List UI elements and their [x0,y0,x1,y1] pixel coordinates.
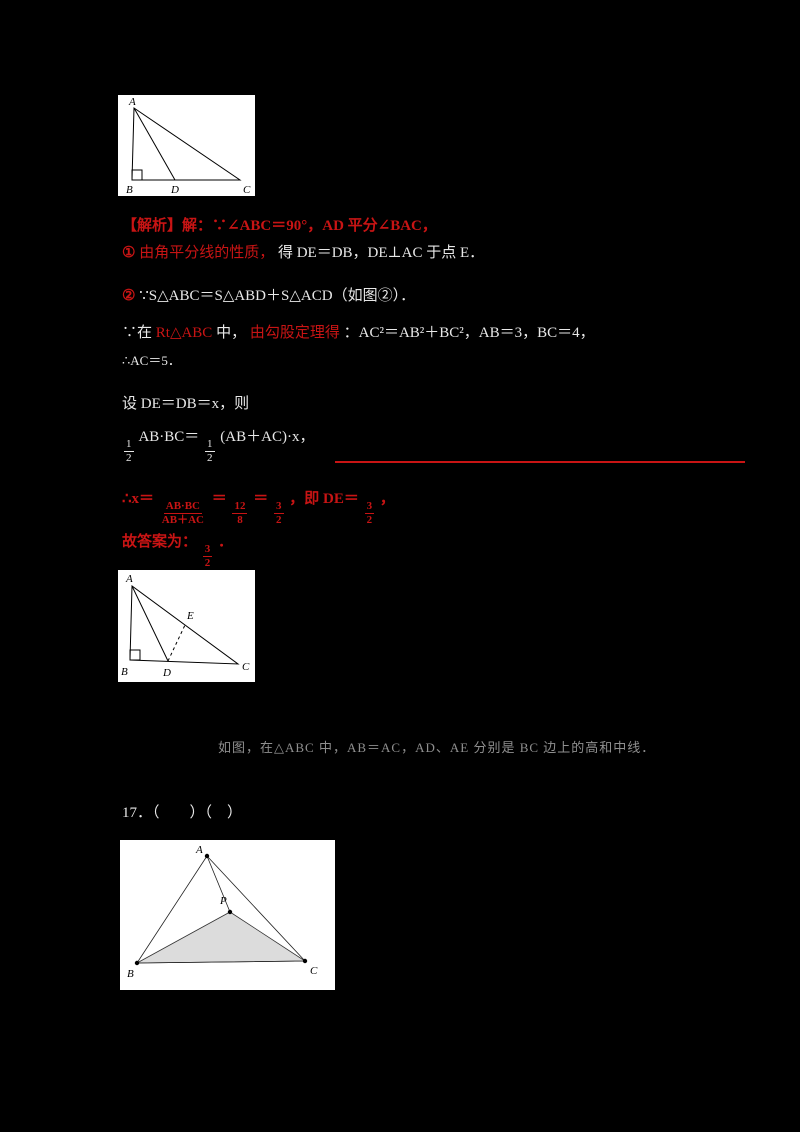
figure-2-svg: A B D C E [121,573,250,679]
solution-line-8: ∴x＝ AB·BC AB＋AC ＝ 12 8 ＝ 3 2 ，即 DE＝ 3 2 … [122,490,395,526]
figure-right-triangle-with-de: A B D C E [118,570,255,682]
vertex-label-c: C [242,661,250,673]
solution-line-4-w1: ∵在 [122,325,156,341]
solution-line-8-b: ＝ [211,491,227,507]
solution-line-6: 设 DE＝DB＝x，则 [122,395,249,414]
solution-line-8-a: ∴x＝ [122,491,155,507]
vertex-label-d: D [162,667,171,679]
vertex-label-b: B [126,184,133,196]
red-underline [335,461,745,463]
solution-line-1: 【解析】解：∵∠ABC＝90°，AD 平分∠BAC， [122,217,437,236]
segment-ap [206,855,231,913]
triangle-outline [136,855,306,964]
solution-line-4-red1: Rt△ABC [155,325,213,341]
solution-line-6-text: 设 DE＝DB＝x，则 [122,396,250,412]
vertex-label-e: E [186,610,194,622]
solution-line-9: 故答案为： 3 2 ． [122,533,233,569]
solution-line-3: ② ∵S△ABC＝S△ABD＋S△ACD（如图②）． [122,287,415,306]
solution-line-4-red2: 由勾股定理得 [249,325,340,341]
solution-line-7: 1 2 AB·BC＝ 1 2 (AB＋AC)·x， [122,428,314,464]
solution-line-4-w2: 中， [216,325,247,341]
cevian-ad [133,107,176,181]
problem-17-heading: 17．（ ）（ ） [122,804,242,823]
point-dot-p [227,909,233,915]
fraction-ab: AB·BC AB＋AC [161,500,204,526]
step-marker-1: ① [122,245,136,261]
fraction-3-2-b: 3 2 [364,500,375,526]
figure-right-triangle-top: A B D C [118,95,255,196]
fraction-half: 1 2 [124,438,134,464]
figure-3-svg: A B C P [127,844,318,980]
solution-line-5-text: ∴AC＝5． [122,353,181,368]
vertex-label-a: A [125,573,133,585]
triangle-outline [131,107,242,181]
solution-line-8-e: ， [379,491,395,507]
vertex-label-b: B [121,666,128,678]
figure-triangle-with-point-p: A B C P [120,840,335,990]
solution-line-7-a: AB·BC＝ [138,429,200,445]
problem-caption: 如图，在△ABC 中，AB＝AC，AD、AE 分别是 BC 边上的高和中线． [218,740,655,756]
solution-line-2: ① 由角平分线的性质， 得 DE＝DB，DE⊥AC 于点 E． [122,244,484,263]
solution-line-9-b: ． [218,534,234,550]
solution-line-8-d: ，即 DE＝ [289,491,359,507]
solution-line-8-c: ＝ [253,491,269,507]
vertex-label-c: C [310,965,318,977]
vertex-label-a: A [128,96,136,108]
point-label-p: P [219,895,227,907]
problem-17-text: 17．（ ）（ ） [122,805,243,821]
vertex-dot-c [302,958,308,964]
vertex-label-b: B [127,968,134,980]
solution-line-3-white: ∵S△ABC＝S△ABD＋S△ACD（如图②）． [139,288,416,304]
solution-line-5: ∴AC＝5． [122,353,181,369]
solution-line-2-red: 由角平分线的性质， [139,245,275,261]
fraction-3-2-answer: 3 2 [202,543,213,569]
shaded-region-bpc [136,911,307,964]
figure-1-svg: A B D C [126,96,251,196]
solution-line-4-w3: ：AC²＝AB²＋BC²，AB＝3，BC＝4， [343,325,595,341]
solution-line-7-b: (AB＋AC)·x， [220,429,315,445]
solution-line-9-a: 故答案为： [122,534,198,550]
step-marker-2: ② [122,288,136,304]
right-angle-mark [131,169,143,181]
fraction-12-8: 12 8 [232,500,248,526]
vertex-dot-a [204,853,210,859]
fraction-3-2: 3 2 [274,500,284,526]
solution-line-1-text: 【解析】解：∵∠ABC＝90°，AD 平分∠BAC， [122,218,437,234]
problem-caption-text: 如图，在△ABC 中，AB＝AC，AD、AE 分别是 BC 边上的高和中线． [218,740,656,755]
vertex-label-c: C [243,184,251,196]
dashed-segment-de [167,624,186,662]
cevian-ad [131,585,169,662]
right-angle-mark [129,649,141,661]
fraction-half-2: 1 2 [205,438,215,464]
triangle-outline [129,585,240,665]
vertex-dot-b [134,960,140,966]
vertex-label-d: D [170,184,179,196]
solution-line-4: ∵在 Rt△ABC 中， 由勾股定理得 ：AC²＝AB²＋BC²，AB＝3，BC… [122,324,595,343]
vertex-label-a: A [195,844,203,856]
solution-line-2-white: 得 DE＝DB，DE⊥AC 于点 E． [277,245,485,261]
